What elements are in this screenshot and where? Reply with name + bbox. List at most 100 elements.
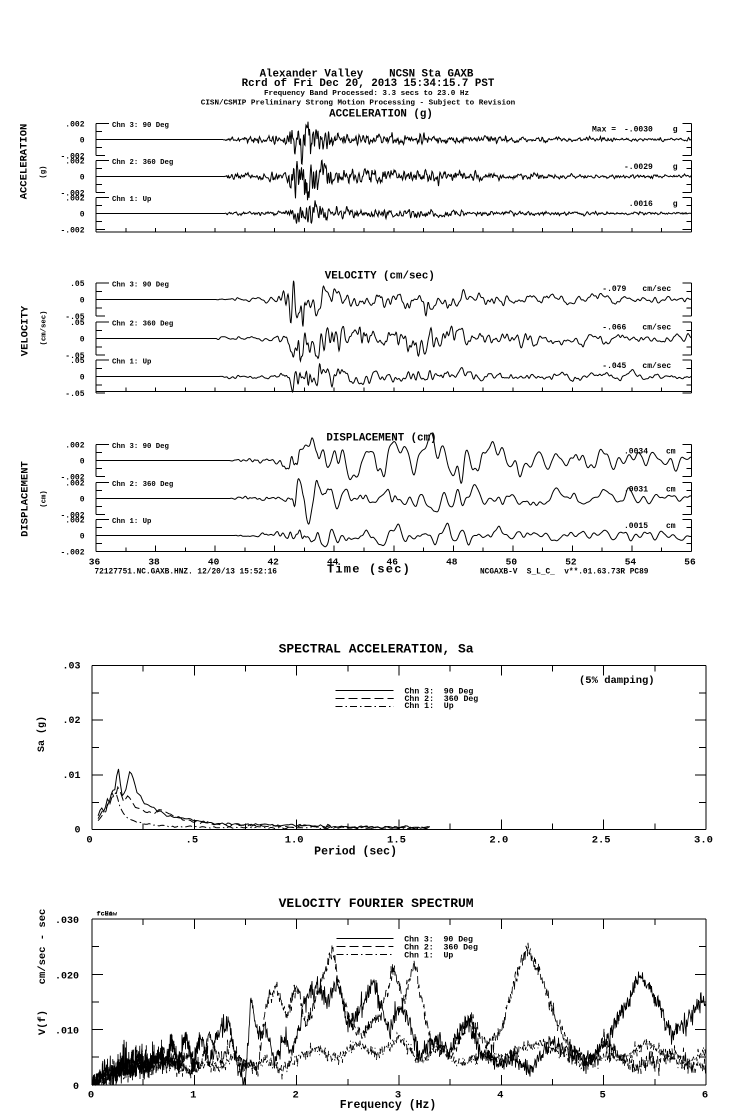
svg-text:.02: .02 [62,716,80,727]
svg-text:(g): (g) [40,165,48,178]
svg-text:g: g [673,163,678,172]
svg-text:0: 0 [80,137,85,146]
svg-text:Chn 2: 360 Deg: Chn 2: 360 Deg [405,694,479,704]
svg-text:0: 0 [80,174,85,183]
svg-text:Chn 3: 90 Deg: Chn 3: 90 Deg [404,935,473,945]
svg-text:0: 0 [80,458,85,467]
svg-text:Frequency Band Processed: 3.3: Frequency Band Processed: 3.3 secs to 23… [264,90,469,98]
svg-text:Chn 3: 90 Deg: Chn 3: 90 Deg [112,282,169,290]
svg-text:SPECTRAL ACCELERATION, Sa: SPECTRAL ACCELERATION, Sa [279,642,474,657]
svg-text:DISPLACEMENT: DISPLACEMENT [20,461,32,537]
svg-text:-.05: -.05 [65,352,84,361]
svg-text:Sa (g): Sa (g) [36,716,48,752]
svg-text:72127751.NC.GAXB.HNZ. 12/20/13: 72127751.NC.GAXB.HNZ. 12/20/13 15:52:16 [95,569,278,577]
svg-text:52: 52 [565,556,577,567]
svg-text:Chn 2: 360 Deg: Chn 2: 360 Deg [112,481,173,489]
svg-text:Chn 3: 90 Deg: Chn 3: 90 Deg [112,122,169,130]
svg-text:cm: cm [666,448,676,457]
svg-text:Max =: Max = [592,126,616,135]
svg-text:-.05: -.05 [65,313,84,322]
svg-text:0: 0 [80,336,85,345]
svg-text:CISN/CSMIP Preliminary Strong: CISN/CSMIP Preliminary Strong Motion Pro… [201,100,516,108]
svg-text:3.0: 3.0 [694,835,713,847]
svg-text:-.0030: -.0030 [624,126,653,135]
svg-text:(cm/sec): (cm/sec) [41,310,49,345]
svg-text:-.002: -.002 [60,474,84,483]
svg-text:0: 0 [73,1082,79,1093]
svg-text:.05: .05 [70,319,85,328]
svg-text:Chn 2: 360 Deg: Chn 2: 360 Deg [112,321,173,329]
svg-text:-.002: -.002 [60,190,84,199]
svg-text:5: 5 [600,1090,606,1102]
svg-text:.020: .020 [55,971,79,982]
svg-text:.01: .01 [62,771,80,782]
svg-text:0: 0 [80,297,85,306]
svg-text:1: 1 [190,1090,196,1102]
svg-text:cm/sec: cm/sec [642,362,671,371]
svg-text:.010: .010 [55,1027,79,1038]
svg-text:36: 36 [89,556,101,567]
svg-text:0: 0 [86,835,92,847]
svg-text:-.066: -.066 [602,324,626,333]
svg-text:g: g [673,126,678,135]
svg-text:.002: .002 [65,480,84,489]
svg-text:Chn 1: Up: Chn 1: Up [404,951,453,961]
svg-text:Chn 1: Up: Chn 1: Up [112,518,152,526]
svg-text:-.05: -.05 [65,390,84,399]
svg-text:(5% damping): (5% damping) [579,675,655,687]
svg-text:40: 40 [208,556,220,567]
svg-text:.0034: .0034 [624,448,648,457]
svg-text:2: 2 [293,1090,299,1102]
svg-text:Chn 1: Up: Chn 1: Up [112,196,152,204]
svg-text:.030: .030 [55,916,79,927]
svg-text:Chn 1: Up: Chn 1: Up [112,359,152,367]
svg-text:56: 56 [684,556,696,567]
svg-text:Chn 2: 360 Deg: Chn 2: 360 Deg [112,159,173,167]
svg-text:1.0: 1.0 [285,835,304,847]
svg-text:.5: .5 [186,835,199,847]
svg-text:38: 38 [148,556,160,567]
svg-text:cm: cm [666,486,676,495]
svg-text:fcLow: fcLow [97,911,118,919]
svg-text:3: 3 [395,1090,401,1102]
svg-text:NCGAXB-V S_L_C_ v**.01.63.73: NCGAXB-V S_L_C_ v**.01.63.73R PC89 [480,569,649,577]
svg-text:Rcrd of Fri Dec 20, 2013 15:34: Rcrd of Fri Dec 20, 2013 15:34:15.7 PST [242,78,495,90]
svg-text:.002: .002 [65,194,84,203]
svg-text:.002: .002 [65,517,84,526]
svg-text:44: 44 [327,556,339,567]
svg-text:Frequency (Hz): Frequency (Hz) [340,1099,437,1112]
svg-text:-.002: -.002 [60,512,84,521]
svg-text:V(f): V(f) [37,1010,49,1035]
svg-text:Alexander Valley NCSN Sta G: Alexander Valley NCSN Sta GAXB [260,69,474,81]
svg-text:2.0: 2.0 [489,835,508,847]
svg-text:.05: .05 [70,280,85,289]
svg-text:VELOCITY: VELOCITY [20,305,32,356]
svg-text:Chn 3: 90 Deg: Chn 3: 90 Deg [405,687,474,697]
svg-text:46: 46 [387,556,399,567]
svg-text:g: g [673,200,678,209]
svg-text:Chn 3: 90 Deg: Chn 3: 90 Deg [112,443,169,451]
svg-text:ACCELERATION (g): ACCELERATION (g) [329,109,433,121]
svg-text:42: 42 [267,556,279,567]
svg-text:0: 0 [80,533,85,542]
svg-text:54: 54 [625,556,637,567]
svg-text:-.002: -.002 [60,153,84,162]
svg-text:.03: .03 [62,662,80,673]
svg-text:cm: cm [666,522,676,531]
svg-text:-.002: -.002 [60,227,84,236]
svg-text:-.002: -.002 [60,549,84,558]
svg-text:.0031: .0031 [624,486,648,495]
svg-text:.002: .002 [65,157,84,166]
svg-text:0: 0 [80,374,85,383]
svg-text:(cm): (cm) [41,490,49,508]
svg-text:ACCELERATION: ACCELERATION [19,124,31,200]
svg-text:.0016: .0016 [629,200,653,209]
svg-text:0: 0 [80,211,85,220]
svg-text:DISPLACEMENT (cm): DISPLACEMENT (cm) [326,432,436,444]
svg-text:.002: .002 [65,442,84,451]
svg-text:0: 0 [88,1090,94,1102]
svg-text:-.0029: -.0029 [624,163,653,172]
svg-text:VELOCITY FOURIER SPECTRUM: VELOCITY FOURIER SPECTRUM [279,896,474,911]
svg-text:cm/sec - sec: cm/sec - sec [37,909,49,985]
svg-text:VELOCITY (cm/sec): VELOCITY (cm/sec) [325,270,435,282]
